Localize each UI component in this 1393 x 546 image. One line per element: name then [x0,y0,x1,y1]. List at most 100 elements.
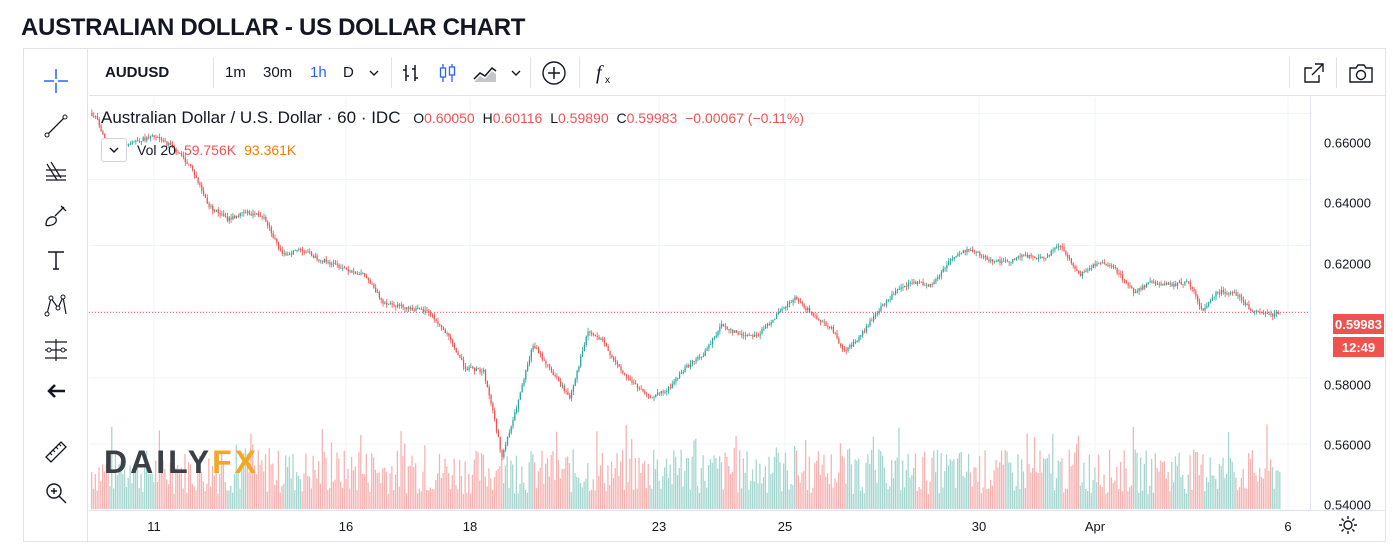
candle-body [851,344,853,347]
volume-bar [956,458,959,509]
collapse-legend-button[interactable] [101,138,127,162]
settings-gear-icon[interactable] [1338,515,1358,538]
candle [1191,286,1193,293]
back-arrow-icon[interactable] [36,371,76,411]
volume-bar [1180,477,1182,509]
candle-body [691,361,694,364]
volume-bar [393,490,395,509]
candle-body [453,343,456,349]
volume-bar [969,472,972,509]
candle-body [223,213,225,217]
candle [964,249,966,256]
candle-body [1050,250,1052,256]
candle-body [1255,310,1257,312]
candle [894,287,897,296]
volume-bar [1279,472,1281,509]
volume-bar [825,476,827,509]
candle [404,306,406,313]
trend-line-icon[interactable] [36,106,76,146]
candle [1272,313,1274,321]
chart-pane[interactable] [89,97,1310,510]
camera-icon[interactable] [1346,49,1376,96]
candle [1114,264,1116,270]
candle-body [900,287,902,290]
time-axis[interactable]: 11 16 18 23 25 30 Apr 6 [89,510,1385,541]
text-icon[interactable] [36,240,76,280]
volume-bar [568,463,571,509]
area-chart-icon[interactable] [471,49,499,96]
volume-bar [208,458,210,509]
volume-bar [1255,475,1257,509]
interval-1h[interactable]: 1h [310,64,327,81]
volume-bar [819,474,821,509]
volume-bar [512,464,514,509]
volume-bar [519,483,521,509]
volume-bar [1055,478,1058,509]
volume-bar [658,480,660,509]
volume-bar [123,469,126,509]
fib-retracement-icon[interactable] [36,151,76,191]
volume-bar [283,483,285,509]
volume-bar [164,469,166,509]
candle-body [228,217,230,221]
candle-body [519,392,521,400]
volume-bar [325,457,327,509]
candle-body [863,331,866,333]
price-axis[interactable]: 0.66000 0.64000 0.62000 0.58000 0.56000 … [1310,97,1385,513]
volume-bar [742,458,745,509]
candle-body [887,299,889,302]
candle [1039,253,1041,260]
interval-dropdown[interactable] [367,49,381,96]
candle-body [891,294,893,300]
interval-30m[interactable]: 30m [263,64,293,81]
pattern-icon[interactable] [36,285,76,325]
symbol-search[interactable]: AUDUSD [105,64,170,81]
candle-body [885,301,888,305]
crosshair-icon[interactable] [36,61,76,101]
interval-1m[interactable]: 1m [225,64,246,81]
volume-bar [704,480,706,509]
volume-bar [577,477,580,509]
interval-d[interactable]: D [343,64,354,81]
candlestick-icon[interactable] [435,49,459,96]
price-chart[interactable] [89,97,1310,510]
candle-body [534,345,536,348]
volume-bar [250,433,252,509]
volume-bar [312,455,314,509]
ruler-icon[interactable] [36,432,76,472]
add-compare-icon[interactable] [540,49,568,96]
volume-bar [493,476,496,509]
volume-bar [318,461,320,509]
candle [149,135,152,142]
prediction-icon[interactable] [36,330,76,370]
volume-bar [310,488,312,509]
candle [281,246,283,257]
candle [984,254,986,261]
candle [830,325,833,330]
candle-body [922,281,924,286]
volume-bar [495,470,497,509]
candle [955,255,957,259]
candle [376,288,379,293]
volume-bar [497,468,499,509]
chart-type-dropdown[interactable] [509,49,523,96]
candle [821,319,824,323]
volume-bar [415,463,417,509]
candle [1087,267,1089,274]
volume-bar [112,488,115,509]
brush-icon[interactable] [36,196,76,236]
bar-chart-icon[interactable] [399,49,423,96]
volume-bar [830,454,832,509]
candle [342,264,344,272]
open-new-window-icon[interactable] [1299,49,1329,96]
candle [248,209,251,216]
candle-body [523,379,525,385]
candle-body [237,216,240,218]
candle-body [146,137,148,141]
volume-bar [717,468,719,509]
volume-bar [96,490,98,509]
candle [256,212,258,215]
zoom-in-icon[interactable] [36,473,76,513]
volume-bar [272,463,274,509]
